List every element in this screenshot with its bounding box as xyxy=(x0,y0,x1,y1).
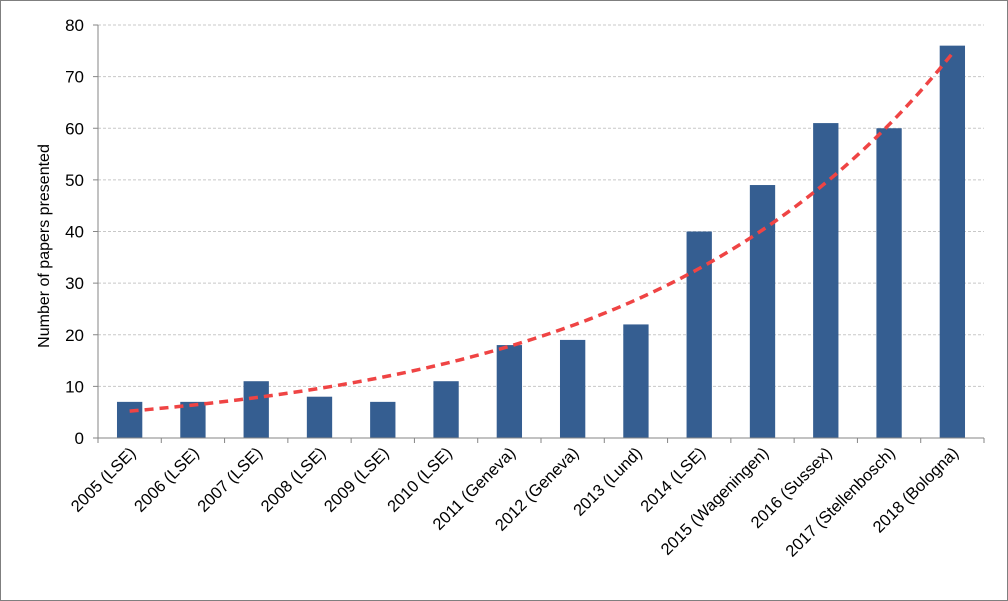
y-tick-label: 60 xyxy=(65,119,84,138)
trendline-layer xyxy=(129,52,954,413)
bars xyxy=(116,45,966,439)
bar xyxy=(180,401,206,438)
bar xyxy=(370,401,396,438)
y-tick-label: 80 xyxy=(65,16,84,35)
trendline xyxy=(129,52,954,413)
bar xyxy=(813,123,839,439)
x-tick-labels: 2005 (LSE)2006 (LSE)2007 (LSE)2008 (LSE)… xyxy=(68,444,962,561)
x-tick-label: 2015 (Wageningen) xyxy=(658,444,773,559)
x-tick-label: 2013 (Lund) xyxy=(570,444,646,520)
x-tick-label: 2009 (LSE) xyxy=(321,444,393,516)
bar xyxy=(559,339,586,438)
bar xyxy=(116,401,143,438)
bar xyxy=(496,345,523,438)
gridlines xyxy=(98,24,984,387)
y-tick-label: 40 xyxy=(65,223,84,242)
bar xyxy=(433,381,459,438)
y-tick-label: 50 xyxy=(65,171,84,190)
y-tick-label: 20 xyxy=(65,326,84,345)
bar xyxy=(749,185,776,438)
y-tick-label: 70 xyxy=(65,68,84,87)
bar xyxy=(876,128,902,438)
y-tick-label: 0 xyxy=(75,429,84,448)
bar xyxy=(939,45,966,439)
x-tick-label: 2017 (Stellenbosch) xyxy=(782,444,899,561)
x-tick-label: 2007 (LSE) xyxy=(194,444,266,516)
bar xyxy=(243,381,269,438)
y-tick-labels: 0 10 20 30 40 50 60 70 80 xyxy=(65,16,84,448)
y-tick-label: 30 xyxy=(65,274,84,293)
bar xyxy=(306,396,333,438)
axes xyxy=(93,24,985,443)
x-tick-label: 2005 (LSE) xyxy=(68,444,140,516)
x-tick-label: 2008 (LSE) xyxy=(258,444,330,516)
y-tick-label: 10 xyxy=(65,377,84,396)
x-tick-label: 2006 (LSE) xyxy=(131,444,203,516)
bar xyxy=(623,324,649,438)
bar xyxy=(686,231,712,438)
y-axis-title: Number of papers presented xyxy=(36,144,53,348)
